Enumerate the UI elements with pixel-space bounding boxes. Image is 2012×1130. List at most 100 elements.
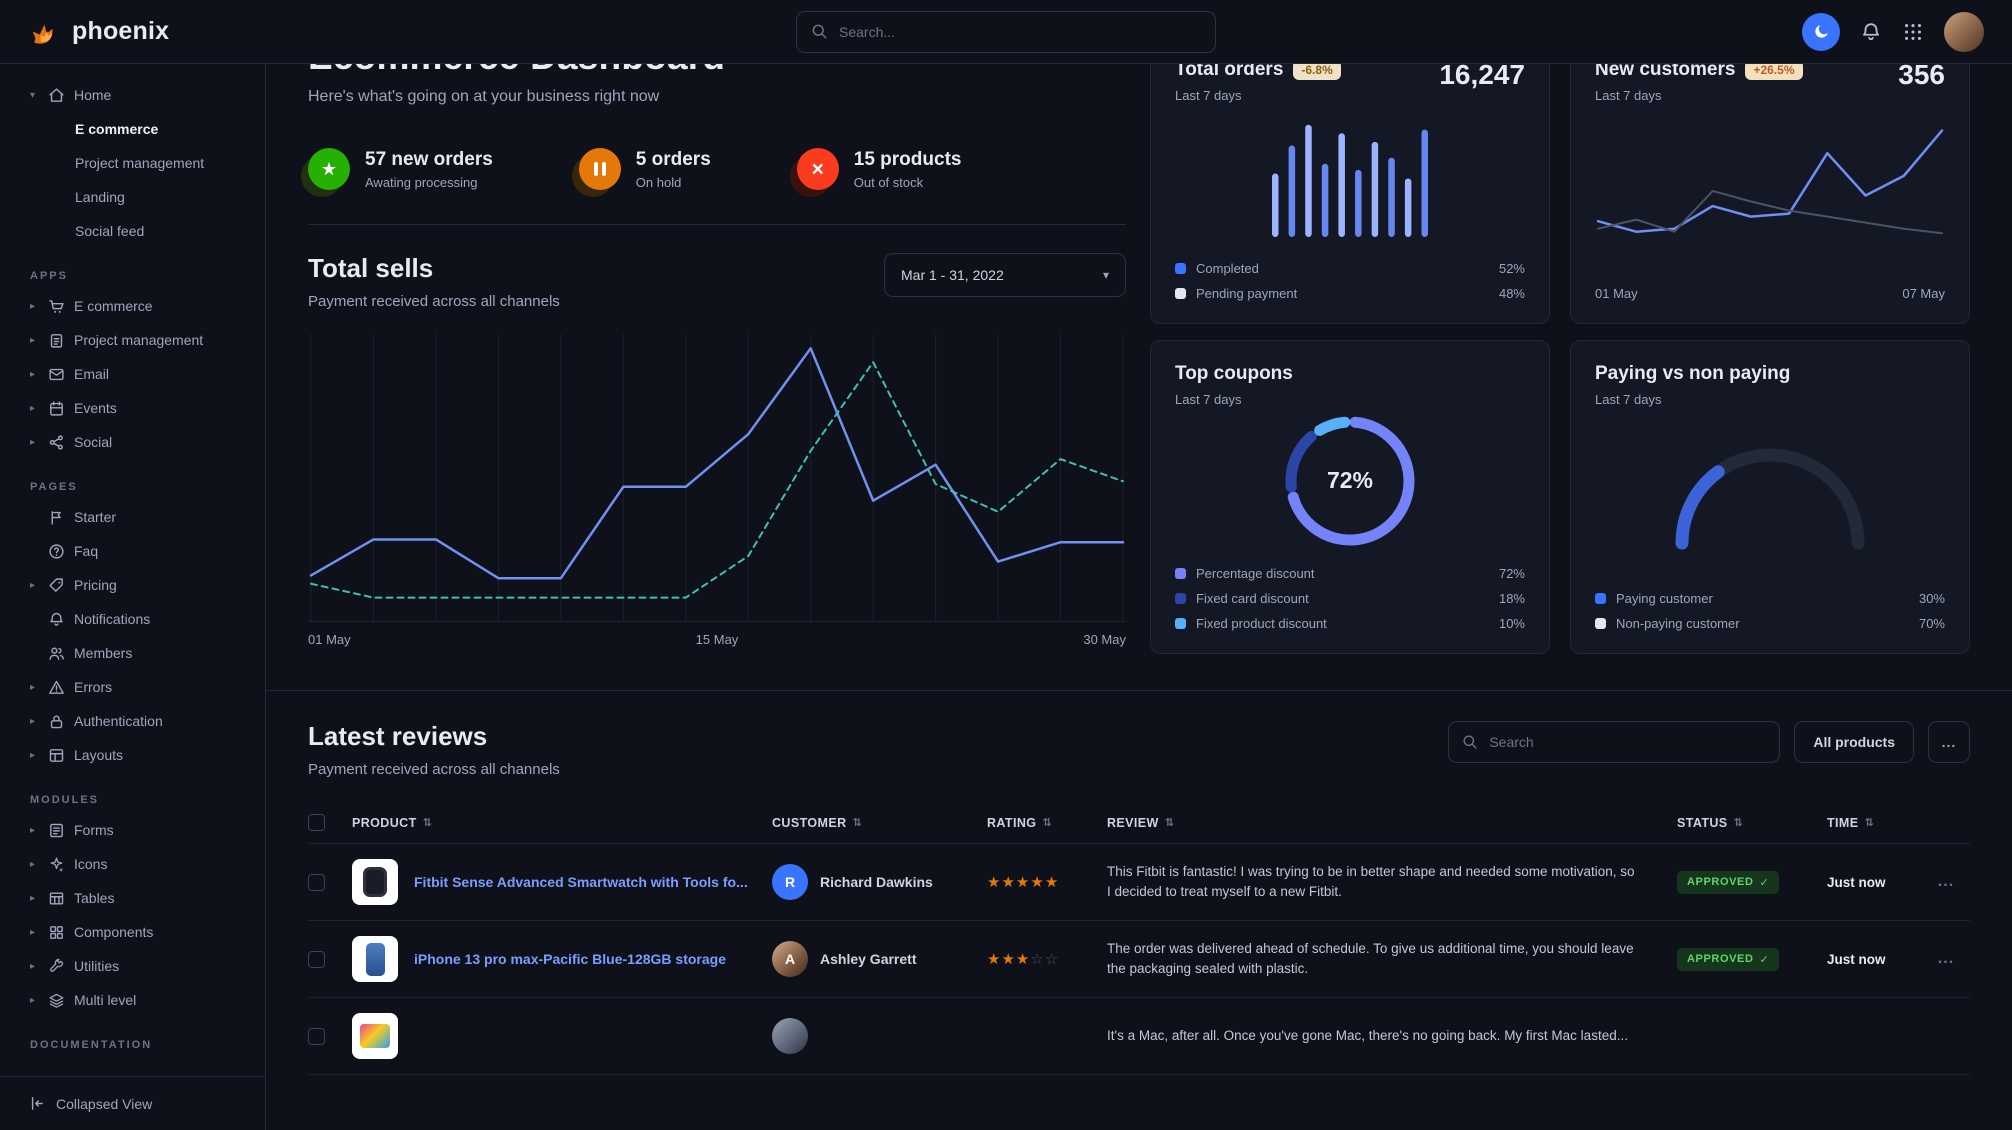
sidebar-item-email[interactable]: ▸ Email — [0, 357, 265, 391]
sidebar-item-starter[interactable]: Starter — [0, 500, 265, 534]
sidebar-item-label: Project management — [74, 332, 204, 348]
chevron-down-icon: ▾ — [1102, 268, 1109, 282]
column-header-status[interactable]: STATUS ⇅ — [1677, 815, 1744, 830]
table-row: iPhone 13 pro max-Pacific Blue-128GB sto… — [308, 921, 1970, 998]
product-link[interactable]: Fitbit Sense Advanced Smartwatch with To… — [414, 874, 748, 890]
stat-caption: Out of stock — [853, 174, 924, 190]
sidebar-item-events[interactable]: ▸ Events — [0, 391, 265, 425]
sidebar-item-utilities[interactable]: ▸ Utilities — [0, 949, 265, 983]
question-icon — [48, 543, 65, 560]
reviews-more-button[interactable]: ... — [1928, 721, 1970, 763]
product-link[interactable]: iPhone 13 pro max-Pacific Blue-128GB sto… — [414, 951, 726, 967]
column-header-time[interactable]: TIME ⇅ — [1827, 815, 1875, 830]
date-range-value: Mar 1 - 31, 2022 — [901, 267, 1004, 283]
table-row: Fitbit Sense Advanced Smartwatch with To… — [308, 844, 1970, 921]
sidebar-item-ecommerce[interactable]: E commerce — [75, 121, 159, 137]
sidebar-item-pricing[interactable]: ▸ Pricing — [0, 568, 265, 602]
date-range-select[interactable]: Mar 1 - 31, 2022 ▾ — [884, 253, 1126, 297]
new-customers-axis: 01 May 07 May — [1595, 286, 1945, 301]
review-text: The order was delivered ahead of schedul… — [1107, 940, 1634, 976]
global-search-input[interactable] — [796, 10, 1216, 53]
notifications-button[interactable] — [1860, 21, 1882, 43]
cross-icon: × — [796, 148, 839, 190]
legend-label: Non-paying customer — [1616, 616, 1740, 631]
column-header-customer[interactable]: CUSTOMER ⇅ — [772, 815, 863, 830]
rating-stars: ★★★☆☆ — [987, 950, 1060, 968]
apps-grid-button[interactable] — [1902, 21, 1924, 43]
collapsed-view-toggle[interactable]: Collapsed View — [0, 1076, 265, 1130]
brand[interactable]: phoenix — [28, 15, 169, 49]
all-products-button[interactable]: All products — [1794, 721, 1914, 763]
sidebar-section-apps: APPS — [30, 270, 68, 282]
chevron-right-icon: ▸ — [29, 579, 36, 591]
status-badge: APPROVED ✓ — [1677, 947, 1780, 971]
legend-chip — [1175, 288, 1186, 299]
sidebar-item-components[interactable]: ▸ Components — [0, 915, 265, 949]
column-header-rating[interactable]: RATING ⇅ — [987, 815, 1053, 830]
legend-value: 52% — [1498, 261, 1525, 276]
sidebar-item-label: Email — [74, 366, 110, 382]
reviews-search-input[interactable] — [1448, 721, 1781, 763]
sidebar-item-project-management[interactable]: Project management — [75, 155, 205, 171]
legend-row: Completed 52% — [1175, 261, 1525, 276]
sidebar-item-label: Components — [74, 924, 154, 940]
row-actions-button[interactable]: ... — [1937, 950, 1955, 967]
warning-icon — [48, 679, 65, 696]
sidebar-item-forms[interactable]: ▸ Forms — [0, 813, 265, 847]
sidebar-item-label: Faq — [74, 543, 99, 559]
star-icon: ★ — [308, 148, 350, 190]
sidebar-item-home[interactable]: ▾ Home — [0, 78, 265, 112]
theme-toggle-button[interactable] — [1802, 12, 1840, 51]
sidebar-item-social[interactable]: ▸ Social — [0, 425, 265, 459]
search-icon — [1461, 733, 1478, 750]
row-actions-button[interactable]: ... — [1937, 873, 1955, 890]
sidebar-item-members[interactable]: Members — [0, 636, 265, 670]
sidebar-item-multi-level[interactable]: ▸ Multi level — [0, 983, 265, 1017]
chevron-right-icon: ▸ — [29, 681, 36, 693]
sparkle-icon — [48, 856, 65, 873]
total-sells-header: Total sells Payment received across all … — [308, 253, 1126, 310]
row-checkbox[interactable] — [308, 873, 325, 891]
legend-value: 10% — [1498, 616, 1525, 631]
sidebar-item-label: Home — [74, 87, 112, 103]
column-header-review[interactable]: REVIEW ⇅ — [1107, 815, 1175, 830]
legend-row: Paying customer 30% — [1595, 591, 1945, 606]
trend-badge: -6.8% — [1293, 60, 1341, 80]
row-checkbox[interactable] — [308, 950, 325, 968]
chevron-right-icon: ▸ — [29, 436, 36, 448]
sidebar-item-label: Social — [74, 434, 113, 450]
sidebar-item-errors[interactable]: ▸ Errors — [0, 670, 265, 704]
user-avatar[interactable] — [1944, 11, 1984, 52]
stat-value: 57 new orders — [365, 148, 493, 170]
sidebar-item-ecommerce-app[interactable]: ▸ E commerce — [0, 289, 265, 323]
sidebar-item-authentication[interactable]: ▸ Authentication — [0, 704, 265, 738]
sidebar-item-layouts[interactable]: ▸ Layouts — [0, 738, 265, 772]
legend-value: 70% — [1918, 616, 1945, 631]
new-customers-card: New customers +26.5% Last 7 days 356 01 … — [1570, 36, 1970, 324]
select-all-checkbox[interactable] — [308, 814, 325, 831]
chevron-right-icon: ▸ — [29, 300, 36, 312]
sidebar-item-icons[interactable]: ▸ Icons — [0, 847, 265, 881]
row-checkbox[interactable] — [308, 1027, 325, 1045]
legend-chip — [1595, 593, 1606, 604]
sidebar: ▾ Home E commerce Project management Lan… — [0, 64, 266, 1130]
column-header-product[interactable]: PRODUCT ⇅ — [352, 815, 433, 830]
donut-ring — [1284, 415, 1416, 547]
wrench-icon — [48, 958, 65, 975]
legend-row: Pending payment 48% — [1175, 286, 1525, 301]
sort-icon: ⇅ — [422, 817, 433, 829]
sidebar-item-project-management-app[interactable]: ▸ Project management — [0, 323, 265, 357]
sidebar-item-label: Errors — [74, 679, 113, 695]
home-icon — [48, 87, 65, 104]
total-sells-subtitle: Payment received across all channels — [308, 293, 560, 310]
sidebar-item-faq[interactable]: Faq — [0, 534, 265, 568]
sidebar-item-notifications[interactable]: Notifications — [0, 602, 265, 636]
sidebar-item-tables[interactable]: ▸ Tables — [0, 881, 265, 915]
legend-chip — [1175, 263, 1186, 274]
axis-label: 01 May — [308, 632, 351, 647]
kpi-cards: Total orders -6.8% Last 7 days 16,247 Co… — [1150, 36, 1970, 654]
sidebar-item-landing[interactable]: Landing — [75, 189, 125, 205]
sidebar-item-social-feed[interactable]: Social feed — [75, 223, 145, 239]
